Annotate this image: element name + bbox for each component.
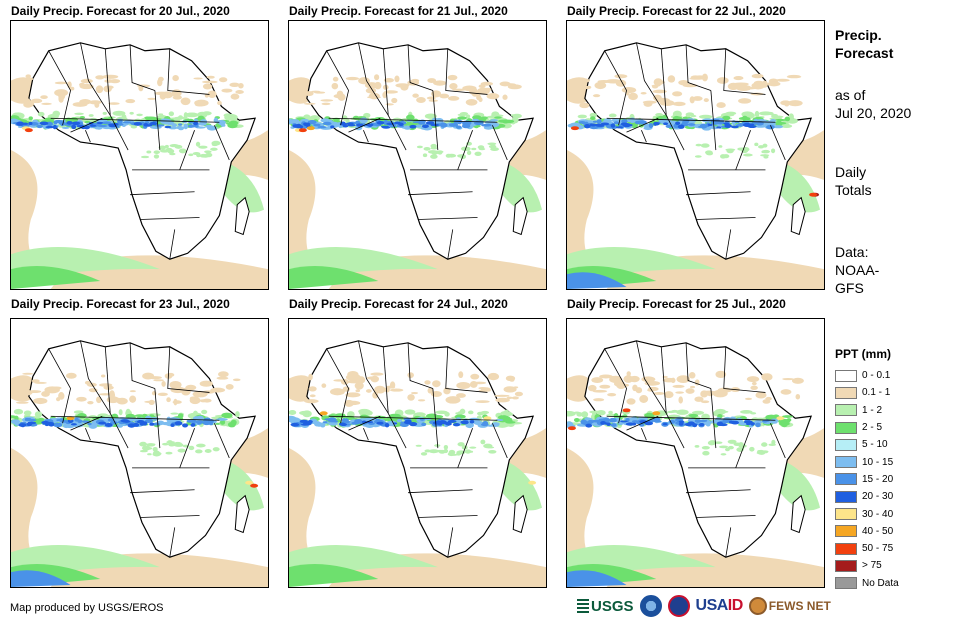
legend-swatch (835, 490, 857, 503)
logo-strip: USGS USAID FEWS NET (577, 595, 831, 617)
legend-item: 30 - 40 (835, 505, 899, 522)
legend-item: No Data (835, 575, 899, 592)
fews-net-logo: FEWS NET (748, 597, 831, 615)
noaa-logo (639, 595, 662, 617)
legend-label: 20 - 30 (862, 491, 894, 503)
legend-swatch (835, 559, 857, 572)
legend-item: 40 - 50 (835, 523, 899, 540)
map-title-4: Daily Precip. Forecast for 23 Jul., 2020 (11, 297, 230, 311)
legend-item: 5 - 10 (835, 436, 899, 453)
map-title-3: Daily Precip. Forecast for 22 Jul., 2020 (567, 4, 786, 18)
map-title-6: Daily Precip. Forecast for 25 Jul., 2020 (567, 297, 786, 311)
legend-item: 20 - 30 (835, 488, 899, 505)
legend-label: 30 - 40 (862, 508, 894, 520)
africa-precip-map (289, 42, 546, 289)
map-panel-3 (566, 20, 825, 290)
africa-precip-map (289, 340, 546, 587)
legend-label: 0 - 0.1 (862, 370, 891, 382)
map-panel-5 (288, 318, 547, 588)
legend-label: 10 - 15 (862, 456, 894, 468)
usgs-logo: USGS (577, 598, 634, 615)
usaid-seal-icon (667, 595, 690, 617)
legend-label: 50 - 75 (862, 543, 894, 555)
legend-label: 15 - 20 (862, 473, 894, 485)
legend-label: No Data (862, 577, 899, 589)
legend-label: 40 - 50 (862, 525, 894, 537)
legend-item: > 75 (835, 557, 899, 574)
legend-swatch (835, 577, 857, 590)
legend-item: 10 - 15 (835, 453, 899, 470)
legend: 0 - 0.1 0.1 - 1 1 - 2 2 - 5 5 - 10 10 - 15 15 … (835, 367, 899, 592)
legend-title: PPT (mm) (835, 347, 892, 361)
map-title-2: Daily Precip. Forecast for 21 Jul., 2020 (289, 4, 508, 18)
legend-label: 5 - 10 (862, 439, 888, 451)
sidebar-as-of: as of Jul 20, 2020 (835, 87, 912, 121)
sidebar-heading: Precip. Forecast (835, 27, 894, 61)
legend-item: 50 - 75 (835, 540, 899, 557)
legend-label: 0.1 - 1 (862, 387, 891, 399)
legend-item: 15 - 20 (835, 471, 899, 488)
sidebar-data-source: Data: NOAA- GFS (835, 244, 880, 296)
legend-swatch (835, 438, 857, 451)
fews-globe-icon (748, 597, 767, 615)
legend-item: 0 - 0.1 (835, 367, 899, 384)
map-title-5: Daily Precip. Forecast for 24 Jul., 2020 (289, 297, 508, 311)
legend-label: 2 - 5 (862, 422, 883, 434)
legend-swatch (835, 421, 857, 434)
usgs-bars-icon (577, 599, 589, 613)
legend-swatch (835, 404, 857, 417)
legend-swatch (835, 369, 857, 382)
sidebar-daily-totals: Daily Totals (835, 164, 872, 198)
map-panel-6 (566, 318, 825, 588)
legend-label: 1 - 2 (862, 404, 883, 416)
legend-swatch (835, 473, 857, 486)
usaid-logo: USAID (695, 597, 744, 614)
africa-precip-map (567, 340, 824, 587)
africa-precip-map (567, 42, 824, 289)
legend-swatch (835, 525, 857, 538)
map-panel-2 (288, 20, 547, 290)
legend-item: 1 - 2 (835, 402, 899, 419)
legend-swatch (835, 456, 857, 469)
legend-swatch (835, 386, 857, 399)
legend-swatch (835, 542, 857, 555)
map-panel-4 (10, 318, 269, 588)
africa-precip-map (11, 42, 268, 289)
map-credit: Map produced by USGS/EROS (10, 602, 164, 614)
legend-item: 2 - 5 (835, 419, 899, 436)
map-panel-1 (10, 20, 269, 290)
legend-swatch (835, 508, 857, 521)
africa-precip-map (11, 340, 268, 587)
map-title-1: Daily Precip. Forecast for 20 Jul., 2020 (11, 4, 230, 18)
legend-item: 0.1 - 1 (835, 384, 899, 401)
legend-label: > 75 (862, 560, 882, 572)
